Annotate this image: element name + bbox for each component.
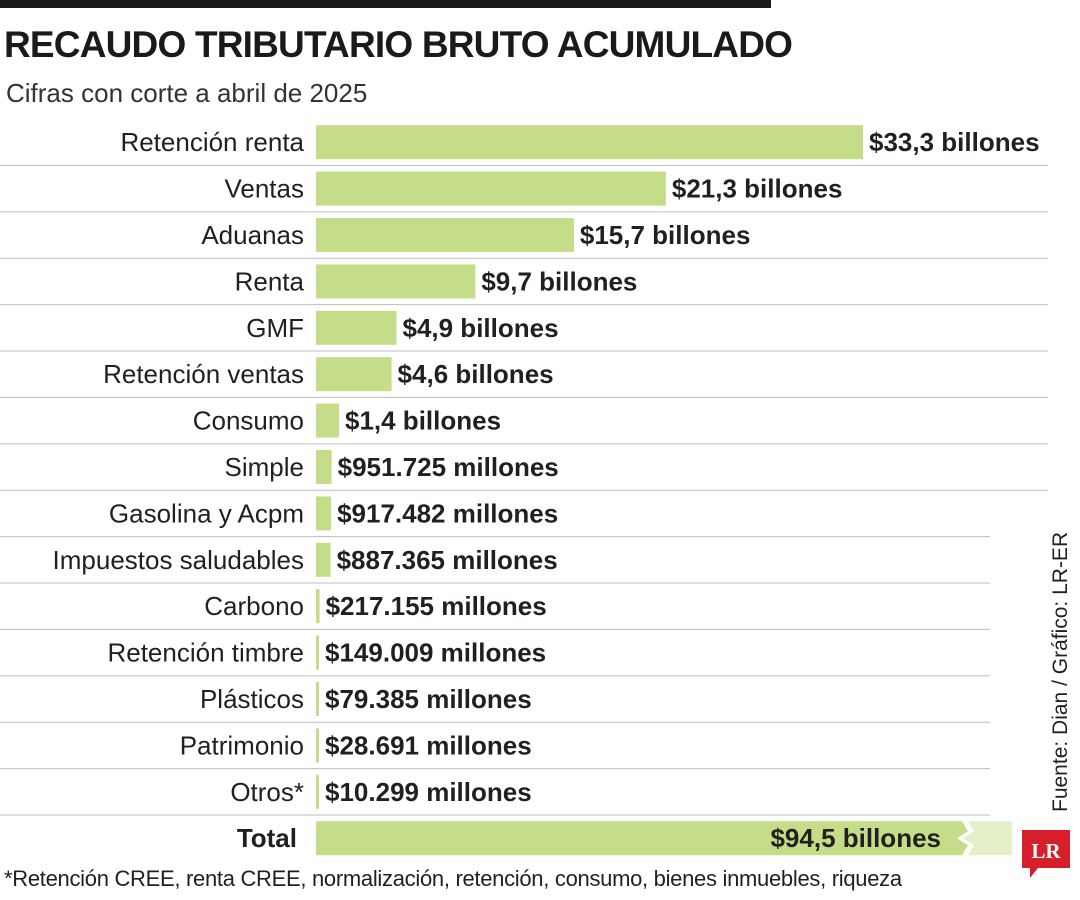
- value-label: $21,3 billones: [672, 174, 843, 204]
- bar: [316, 171, 666, 206]
- bar: [316, 774, 319, 809]
- footnote: *Retención CREE, renta CREE, normalizaci…: [4, 866, 902, 891]
- category-label: Simple: [225, 452, 304, 482]
- category-label: Otros*: [230, 777, 304, 807]
- category-label: Retención timbre: [107, 638, 304, 668]
- bar: [316, 589, 320, 624]
- category-label: Retención ventas: [103, 359, 304, 389]
- value-label: $217.155 millones: [326, 591, 547, 621]
- category-label: Renta: [235, 266, 305, 296]
- value-label: $951.725 millones: [338, 452, 559, 482]
- bar: [316, 635, 319, 670]
- total-value-label: $94,5 billones: [770, 823, 941, 853]
- top-bar: [0, 0, 771, 8]
- value-label: $33,3 billones: [869, 127, 1040, 157]
- category-label: Impuestos saludables: [53, 545, 304, 575]
- bar: [316, 310, 397, 345]
- category-label: Ventas: [224, 174, 304, 204]
- category-label: Aduanas: [201, 220, 304, 250]
- bar: [316, 450, 332, 484]
- chart-title: RECAUDO TRIBUTARIO BRUTO ACUMULADO: [4, 24, 793, 65]
- bar: [316, 682, 319, 716]
- chart-subtitle: Cifras con corte a abril de 2025: [6, 78, 368, 108]
- total-bar-break: [963, 821, 1012, 856]
- bar: [316, 542, 331, 577]
- category-label: Consumo: [193, 406, 304, 436]
- category-label: Patrimonio: [180, 730, 304, 760]
- value-label: $79.385 millones: [325, 684, 532, 714]
- value-label: $9,7 billones: [481, 266, 637, 296]
- lr-logo: LR: [1022, 830, 1070, 878]
- value-label: $4,6 billones: [398, 359, 554, 389]
- value-label: $15,7 billones: [580, 220, 751, 250]
- total-bar: [316, 821, 968, 856]
- bar: [316, 357, 392, 392]
- bar: [316, 403, 339, 438]
- total-label: Total: [237, 823, 297, 853]
- bar: [316, 264, 476, 299]
- value-label: $10.299 millones: [325, 777, 532, 807]
- value-label: $887.365 millones: [337, 545, 558, 575]
- bar: [316, 125, 863, 160]
- value-label: $1,4 billones: [345, 406, 501, 436]
- value-label: $149.009 millones: [325, 638, 546, 668]
- value-label: $4,9 billones: [402, 313, 558, 343]
- svg-text:LR: LR: [1031, 839, 1061, 863]
- category-label: GMF: [246, 313, 304, 343]
- bar: [316, 728, 319, 763]
- category-label: Plásticos: [200, 684, 304, 714]
- bar: [316, 218, 574, 252]
- bar: [316, 496, 332, 531]
- value-label: $917.482 millones: [337, 498, 558, 528]
- value-label: $28.691 millones: [325, 730, 532, 760]
- category-label: Gasolina y Acpm: [109, 498, 304, 528]
- category-label: Retención renta: [120, 127, 304, 157]
- category-label: Carbono: [204, 591, 304, 621]
- source-credit: Fuente: Dian / Gráfico: LR-ER: [1049, 531, 1072, 812]
